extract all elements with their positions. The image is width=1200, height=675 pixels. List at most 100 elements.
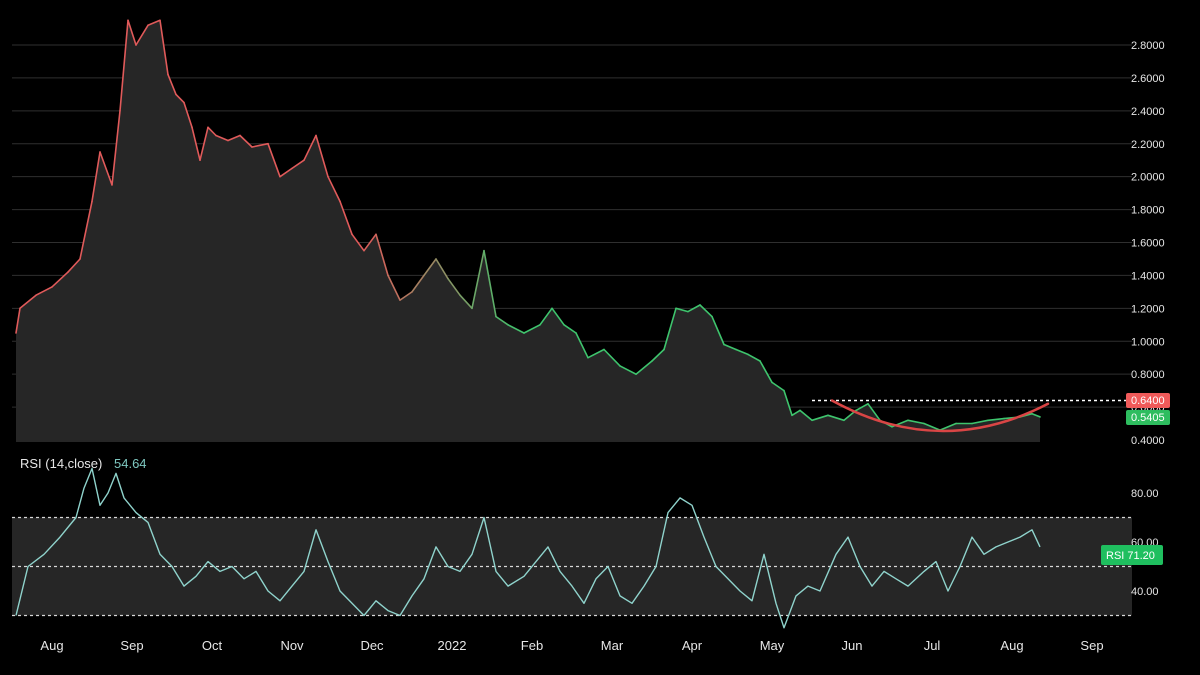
price-line-segment <box>855 402 869 412</box>
price-line-segment <box>827 414 845 422</box>
price-line-segment <box>399 291 413 301</box>
price-line-segment <box>907 419 925 425</box>
price-line-segment <box>91 151 101 203</box>
price-y-tick-label: 1.0000 <box>1131 336 1165 348</box>
price-line-segment <box>111 110 121 186</box>
price-line-segment <box>251 142 269 148</box>
price-y-tick-label: 2.6000 <box>1131 73 1165 85</box>
price-line-segment <box>747 353 761 362</box>
price-line-segment <box>167 73 177 96</box>
price-line-segment <box>35 286 53 297</box>
price-line-segment <box>363 233 377 252</box>
rsi-title-value: 54.64 <box>114 456 147 471</box>
rsi-badge: RSI 71.20 <box>1101 545 1163 565</box>
price-line-segment <box>447 277 461 297</box>
price-area-fill <box>16 20 1040 443</box>
price-line-segment <box>351 233 365 252</box>
price-line-segment <box>507 323 525 334</box>
price-line-segment <box>159 19 169 76</box>
price-line-segment <box>339 200 353 236</box>
price-y-tick-label: 0.4000 <box>1131 435 1165 447</box>
x-tick-label: Dec <box>360 638 384 653</box>
price-line-segment <box>483 249 497 318</box>
price-line-segment <box>375 233 389 277</box>
price-line-segment <box>495 315 509 326</box>
cup-pattern-curve <box>830 399 1050 433</box>
price-line-segment <box>939 422 957 431</box>
price-y-tick-label: 1.8000 <box>1131 205 1165 217</box>
price-y-tick-label: 0.8000 <box>1131 369 1165 381</box>
price-y-tick-label: 1.2000 <box>1131 303 1165 315</box>
price-line-segment <box>619 365 637 376</box>
price-line-segment <box>175 93 185 104</box>
price-line-segment <box>207 126 217 137</box>
price-y-tick-label: 2.4000 <box>1131 106 1165 118</box>
x-tick-label: Oct <box>202 638 223 653</box>
price-line-segment <box>147 19 161 27</box>
price-y-tick-label: 2.2000 <box>1131 139 1165 151</box>
price-line-segment <box>215 134 229 142</box>
price-line-segment <box>435 258 449 280</box>
price-line-segment <box>987 417 1005 422</box>
price-line-segment <box>523 323 541 334</box>
price-line <box>15 19 1041 431</box>
x-tick-label: Aug <box>40 638 63 653</box>
price-line-segment <box>459 294 473 310</box>
price-badge: 0.5405 <box>1126 410 1170 425</box>
x-tick-label: Sep <box>120 638 143 653</box>
price-line-segment <box>799 409 813 422</box>
price-line-segment <box>663 307 677 351</box>
price-line-segment <box>327 175 341 203</box>
price-y-tick-label: 2.8000 <box>1131 40 1165 52</box>
price-line-segment <box>291 159 305 170</box>
price-line-segment <box>471 249 485 310</box>
x-tick-label: Jun <box>842 638 863 653</box>
x-tick-label: Mar <box>601 638 624 653</box>
price-line-segment <box>699 304 713 318</box>
price-badge-label: 0.5405 <box>1131 412 1165 424</box>
x-tick-label: Sep <box>1080 638 1103 653</box>
price-line-segment <box>127 19 137 46</box>
price-line-segment <box>587 348 605 359</box>
price-line-segment <box>971 419 989 425</box>
price-line-segment <box>267 142 281 178</box>
x-tick-label: Aug <box>1000 638 1023 653</box>
x-tick-label: 2022 <box>438 638 467 653</box>
price-line-segment <box>79 200 93 260</box>
level-badge-label: 0.6400 <box>1131 395 1165 407</box>
price-line-segment <box>735 348 749 356</box>
price-line-segment <box>687 304 701 313</box>
price-line-segment <box>771 381 785 392</box>
price-y-tick-label: 1.4000 <box>1131 270 1165 282</box>
price-line-segment <box>603 348 621 367</box>
price-line-segment <box>651 348 665 362</box>
price-line-segment <box>119 19 129 112</box>
price-y-tick-label: 1.6000 <box>1131 238 1165 250</box>
price-line-segment <box>723 343 737 351</box>
rsi-series-line <box>15 467 1041 629</box>
price-line-segment <box>867 402 881 422</box>
price-line-segment <box>303 134 317 161</box>
rsi-line <box>15 467 1041 629</box>
price-line-segment <box>563 323 577 334</box>
price-y-tick-label: 2.0000 <box>1131 172 1165 184</box>
price-line-segment <box>135 24 149 46</box>
rsi-title: RSI (14,close) <box>20 456 102 471</box>
price-line-segment <box>199 126 209 161</box>
level-badge: 0.6400 <box>1126 393 1170 408</box>
price-line-segment <box>51 271 69 288</box>
price-line-segment <box>539 307 553 326</box>
x-tick-label: Apr <box>682 638 703 653</box>
rsi-reference-lines <box>12 516 1132 617</box>
price-line-segment <box>759 360 773 384</box>
x-tick-label: Jul <box>924 638 941 653</box>
price-line-segment <box>15 307 21 334</box>
price-line-segment <box>811 414 829 422</box>
price-area <box>16 20 1040 443</box>
price-line-segment <box>19 294 37 310</box>
x-tick-label: Feb <box>521 638 543 653</box>
price-line-segment <box>183 101 193 129</box>
price-line-segment <box>387 274 401 301</box>
price-line-segment <box>1031 412 1041 418</box>
